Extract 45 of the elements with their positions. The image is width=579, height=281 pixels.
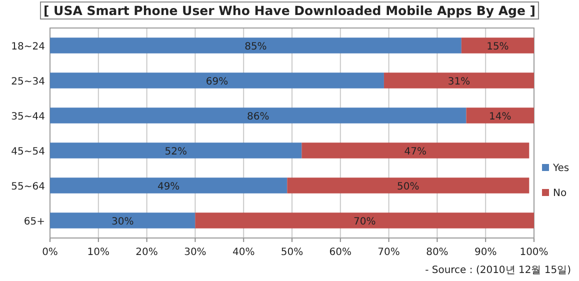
data-label: 14% <box>489 112 512 122</box>
x-tick-label: 40% <box>232 247 255 258</box>
data-label: 30% <box>111 216 134 228</box>
y-tick-label: 65+ <box>24 216 45 228</box>
data-label: 69% <box>206 76 228 88</box>
bar <box>466 108 534 124</box>
data-label: 52% <box>164 146 187 158</box>
bar <box>50 212 196 228</box>
bar <box>50 178 288 194</box>
bar <box>302 142 530 158</box>
data-label: 15% <box>486 42 509 52</box>
y-tick-label: 55~64 <box>11 182 45 192</box>
data-label: 86% <box>247 112 270 122</box>
y-tick-label: 25~34 <box>11 76 45 88</box>
x-tick-label: 90% <box>474 247 497 258</box>
x-tick-label: 60% <box>329 247 352 258</box>
data-label: 49% <box>157 182 180 192</box>
y-tick-label: 45~54 <box>11 146 45 158</box>
bar <box>50 108 466 124</box>
data-label: 47% <box>404 146 427 158</box>
data-label: 50% <box>397 182 420 192</box>
x-tick-label: 70% <box>378 247 400 258</box>
x-tick-label: 100% <box>520 247 548 258</box>
x-tick-label: 50% <box>280 247 304 258</box>
text: - Source : (2010년 12월 15일) <box>425 265 572 276</box>
legend-label: Yes <box>552 163 570 174</box>
data-label: 31% <box>448 76 470 88</box>
bar <box>50 38 462 54</box>
bar <box>287 178 530 194</box>
y-tick-label: 18~24 <box>11 42 45 52</box>
x-tick-label: 10% <box>87 247 110 258</box>
bar <box>50 142 302 158</box>
x-tick-label: 80% <box>426 247 448 258</box>
x-tick-label: 0% <box>42 247 58 258</box>
data-label: 70% <box>353 216 376 228</box>
chart-title: [ USA Smart Phone User Who Have Downloaded Mobile Apps By Age ] <box>43 3 536 18</box>
x-tick-label: 30% <box>184 247 206 258</box>
bar <box>195 212 534 228</box>
y-tick-label: 35~44 <box>11 112 45 122</box>
bar <box>50 72 384 88</box>
bar <box>384 72 534 88</box>
x-tick-label: 20% <box>136 247 158 258</box>
bar <box>461 38 534 54</box>
legend-label: No <box>553 188 567 199</box>
data-label: 85% <box>244 42 267 52</box>
